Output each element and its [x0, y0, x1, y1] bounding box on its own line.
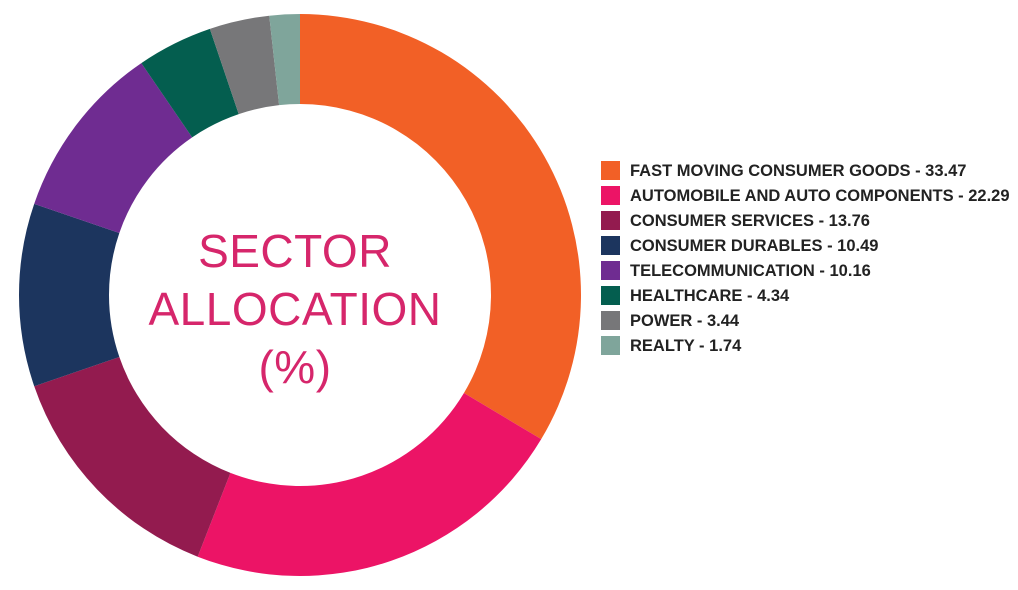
chart-title-line-1: SECTOR: [198, 225, 392, 277]
legend: FAST MOVING CONSUMER GOODS - 33.47 AUTOM…: [601, 160, 1016, 360]
legend-swatch: [601, 286, 620, 305]
chart-title-line-3: (%): [258, 341, 332, 393]
legend-item-telecommunication: TELECOMMUNICATION - 10.16: [601, 260, 1016, 283]
donut-chart: [19, 14, 581, 577]
legend-label: REALTY - 1.74: [630, 337, 742, 355]
slice-telecommunication: [34, 63, 193, 234]
legend-swatch: [601, 186, 620, 205]
legend-item-power: POWER - 3.44: [601, 310, 1016, 333]
legend-item-fmcg: FAST MOVING CONSUMER GOODS - 33.47: [601, 160, 1016, 183]
slice-realty: [269, 14, 300, 106]
slice-consumer-durables: [19, 203, 120, 387]
legend-label: TELECOMMUNICATION - 10.16: [630, 262, 871, 280]
legend-label: CONSUMER DURABLES - 10.49: [630, 237, 879, 255]
legend-item-consumer-services: CONSUMER SERVICES - 13.76: [601, 210, 1016, 233]
legend-swatch: [601, 336, 620, 355]
legend-item-consumer-durables: CONSUMER DURABLES - 10.49: [601, 235, 1016, 258]
slice-fast-moving-consumer-goods: [300, 14, 581, 440]
chart-title-line-2: ALLOCATION: [148, 283, 442, 335]
legend-item-healthcare: HEALTHCARE - 4.34: [601, 285, 1016, 308]
legend-swatch: [601, 161, 620, 180]
legend-swatch: [601, 236, 620, 255]
slice-automobile-and-auto-components: [197, 392, 542, 577]
slice-consumer-services: [34, 357, 231, 557]
legend-swatch: [601, 311, 620, 330]
legend-label: FAST MOVING CONSUMER GOODS - 33.47: [630, 162, 967, 180]
legend-item-realty: REALTY - 1.74: [601, 335, 1016, 358]
legend-label: AUTOMOBILE AND AUTO COMPONENTS - 22.29: [630, 187, 1010, 205]
legend-swatch: [601, 261, 620, 280]
chart-title: SECTOR ALLOCATION (%): [125, 222, 465, 396]
legend-label: POWER - 3.44: [630, 312, 740, 330]
legend-swatch: [601, 211, 620, 230]
legend-label: HEALTHCARE - 4.34: [630, 287, 790, 305]
slice-healthcare: [141, 28, 239, 138]
legend-item-automobile: AUTOMOBILE AND AUTO COMPONENTS - 22.29: [601, 185, 1016, 208]
legend-label: CONSUMER SERVICES - 13.76: [630, 212, 870, 230]
slice-power: [209, 15, 280, 115]
